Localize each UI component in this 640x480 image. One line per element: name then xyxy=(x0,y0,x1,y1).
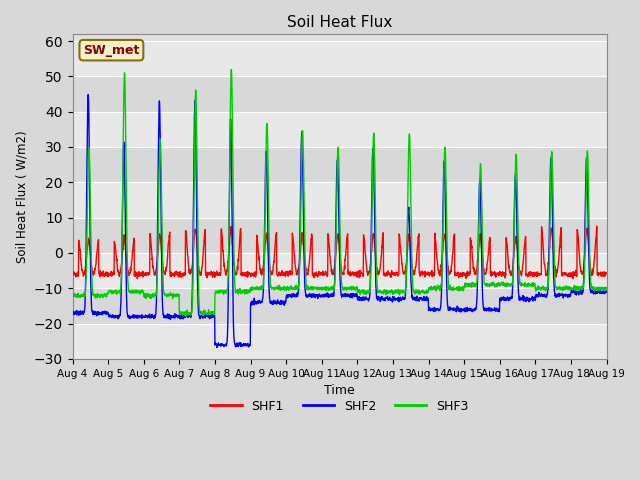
Text: SW_met: SW_met xyxy=(83,44,140,57)
Bar xyxy=(72,324,607,359)
Bar xyxy=(72,76,607,112)
Bar xyxy=(72,288,607,324)
X-axis label: Time: Time xyxy=(324,384,355,397)
Title: Soil Heat Flux: Soil Heat Flux xyxy=(287,15,392,30)
Bar xyxy=(72,41,607,76)
Bar xyxy=(72,253,607,288)
Bar xyxy=(72,112,607,147)
Y-axis label: Soil Heat Flux ( W/m2): Soil Heat Flux ( W/m2) xyxy=(15,130,28,263)
Bar xyxy=(72,217,607,253)
Bar xyxy=(72,182,607,217)
Bar xyxy=(72,147,607,182)
Legend: SHF1, SHF2, SHF3: SHF1, SHF2, SHF3 xyxy=(205,395,474,418)
